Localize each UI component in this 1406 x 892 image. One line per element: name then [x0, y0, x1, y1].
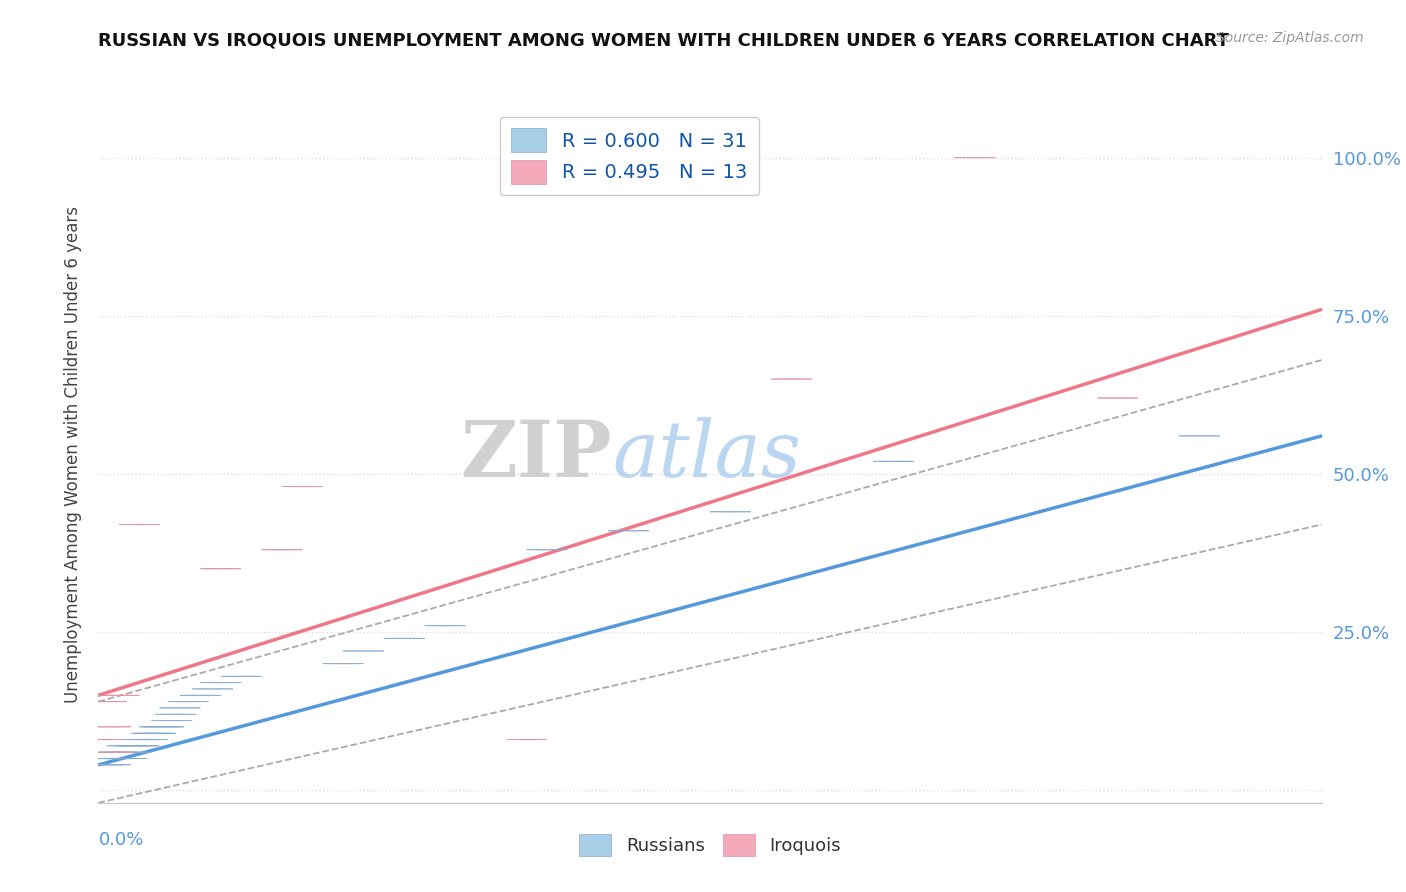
Legend: Russians, Iroquois: Russians, Iroquois — [572, 827, 848, 863]
Y-axis label: Unemployment Among Women with Children Under 6 years: Unemployment Among Women with Children U… — [63, 206, 82, 704]
Text: RUSSIAN VS IROQUOIS UNEMPLOYMENT AMONG WOMEN WITH CHILDREN UNDER 6 YEARS CORRELA: RUSSIAN VS IROQUOIS UNEMPLOYMENT AMONG W… — [98, 31, 1229, 49]
Text: ZIP: ZIP — [461, 417, 612, 493]
Text: 0.0%: 0.0% — [98, 830, 143, 848]
Text: atlas: atlas — [612, 417, 801, 493]
Text: Source: ZipAtlas.com: Source: ZipAtlas.com — [1216, 31, 1364, 45]
